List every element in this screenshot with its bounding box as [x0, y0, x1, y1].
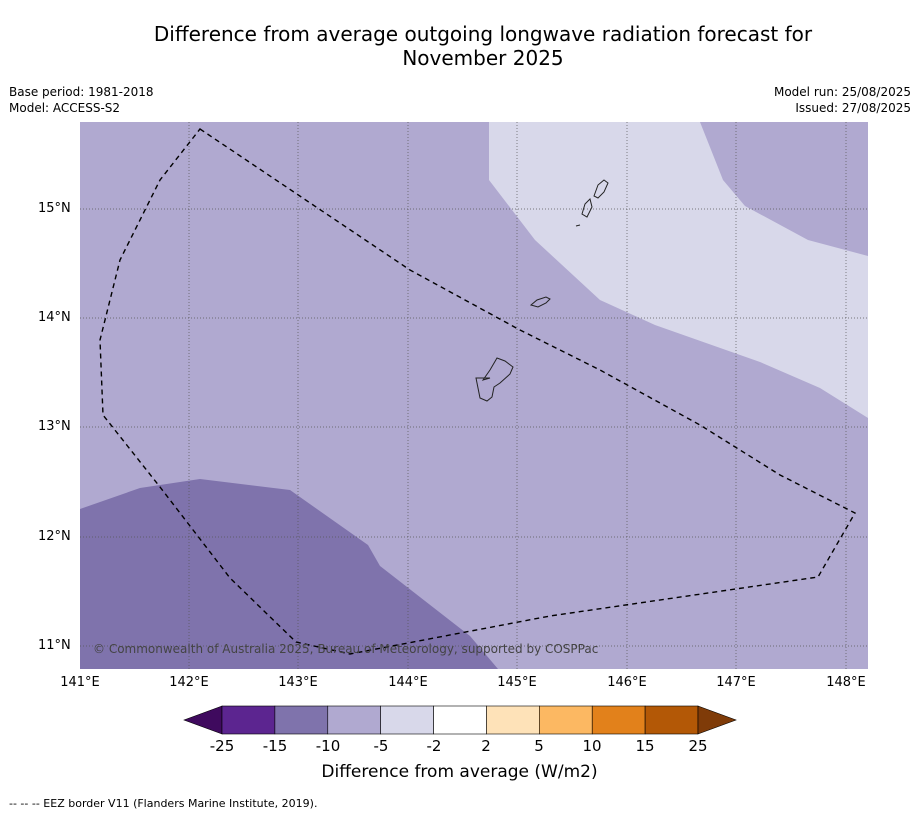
map-title: Difference from average outgoing longwav… — [0, 22, 919, 70]
title-line-2: November 2025 — [402, 46, 564, 70]
colorbar-label: -10 — [315, 737, 341, 755]
colorbar-cell — [486, 705, 540, 735]
islands — [475, 179, 609, 402]
colorbar-cell — [380, 705, 434, 735]
model-run: Model run: 25/08/2025 — [773, 85, 911, 99]
model-name: Model: ACCESS-S2 — [9, 101, 121, 115]
eez-border — [99, 128, 856, 655]
colorbar-cell — [274, 705, 329, 735]
copyright-notice: © Commonwealth of Australia 2025, Bureau… — [93, 642, 599, 656]
aguijan-island — [575, 224, 581, 227]
base-period: Base period: 1981-2018 — [9, 85, 154, 99]
lon-label-146e: 146°E — [607, 675, 647, 690]
lon-label-147e: 147°E — [716, 675, 756, 690]
lon-label-142e: 142°E — [169, 675, 209, 690]
lat-label-13n: 13°N — [38, 419, 71, 434]
colorbar-label: -5 — [373, 737, 389, 755]
lon-label-144e: 144°E — [388, 675, 428, 690]
colorbar-cell — [644, 705, 699, 735]
colorbar-label: -15 — [262, 737, 288, 755]
colorbar-cell — [221, 705, 276, 735]
colorbar-cells — [221, 705, 699, 735]
lon-label-141e: 141°E — [60, 675, 100, 690]
colorbar-label: 2 — [481, 737, 491, 755]
colorbar-label: 15 — [635, 737, 655, 755]
map-area — [80, 122, 868, 669]
colorbar-title: Difference from average (W/m2) — [321, 762, 598, 782]
colorbar-cell — [433, 705, 487, 735]
title-line-1: Difference from average outgoing longwav… — [153, 22, 813, 46]
lon-label-148e: 148°E — [826, 675, 866, 690]
anomaly-region-dark — [80, 479, 498, 669]
graticule — [80, 122, 868, 669]
colorbar — [183, 705, 737, 735]
saipan-island — [593, 179, 609, 199]
colorbar-extend-high — [697, 705, 737, 735]
anomaly-region-light — [489, 122, 868, 418]
footer-note: -- -- -- EEZ border V11 (Flanders Marine… — [9, 797, 318, 810]
colorbar-label: -25 — [209, 737, 235, 755]
colorbar-extend-low — [183, 705, 223, 735]
lon-label-145e: 145°E — [497, 675, 537, 690]
colorbar-cell — [327, 705, 381, 735]
colorbar-label: 25 — [688, 737, 708, 755]
lat-label-12n: 12°N — [38, 529, 71, 544]
meta-left: Base period: 1981-2018 Model: ACCESS-S2 — [9, 84, 154, 116]
colorbar-label: 10 — [582, 737, 602, 755]
colorbar-cell — [539, 705, 593, 735]
guam-island — [475, 357, 514, 402]
tinian-island — [581, 198, 593, 218]
colorbar-label: 5 — [534, 737, 544, 755]
lon-label-143e: 143°E — [278, 675, 318, 690]
rota-island — [529, 296, 551, 308]
colorbar-cell — [591, 705, 646, 735]
meta-right: Model run: 25/08/2025 Issued: 27/08/2025 — [774, 84, 911, 116]
lat-label-15n: 15°N — [38, 201, 71, 216]
colorbar-label: -2 — [426, 737, 442, 755]
issued-date: Issued: 27/08/2025 — [795, 101, 911, 115]
lat-label-14n: 14°N — [38, 310, 71, 325]
lat-label-11n: 11°N — [38, 638, 71, 653]
